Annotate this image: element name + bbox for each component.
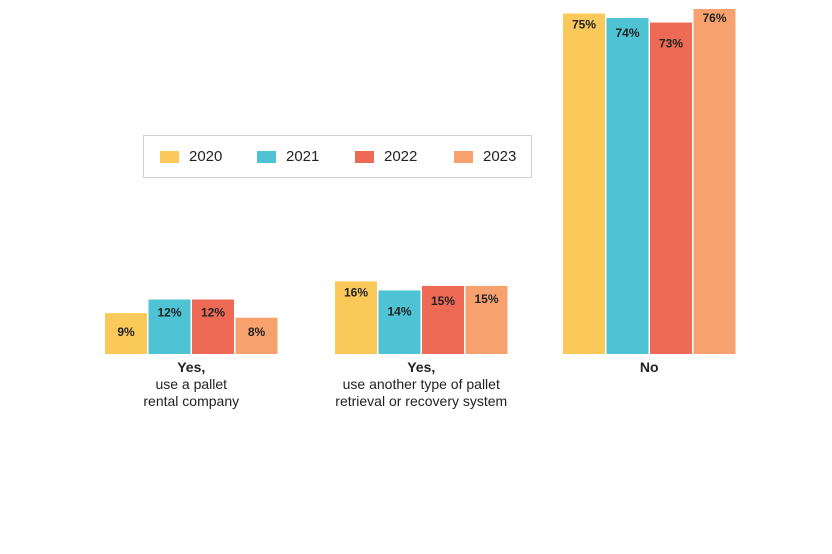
category-label-0-line0: Yes, xyxy=(177,359,205,375)
category-label-2-line0: No xyxy=(640,359,659,375)
legend-label-2022: 2022 xyxy=(384,148,418,165)
category-label-0-line1: use a pallet xyxy=(155,376,227,392)
bar-2021-cat1 xyxy=(378,290,421,354)
bar-2021-cat0 xyxy=(148,299,191,354)
value-label-2023-cat1: 15% xyxy=(474,292,498,306)
bar-2023-cat1 xyxy=(465,285,508,354)
legend-item-2022: 2022 xyxy=(355,136,417,177)
value-label-2023-cat2: 76% xyxy=(702,11,726,25)
bar-2020-cat2 xyxy=(563,13,605,354)
bar-2020-cat0 xyxy=(105,313,147,354)
legend-label-2023: 2023 xyxy=(483,148,517,165)
value-label-2021-cat1: 14% xyxy=(387,304,411,318)
value-label-2022-cat0: 12% xyxy=(201,306,225,320)
legend-item-2023: 2023 xyxy=(454,136,516,177)
bar-2022-cat1 xyxy=(422,285,464,354)
category-label-1-line2: retrieval or recovery system xyxy=(335,393,507,409)
legend-item-2020: 2020 xyxy=(160,136,222,177)
value-label-2020-cat0: 9% xyxy=(117,325,135,339)
bar-2023-cat2 xyxy=(693,8,736,355)
legend-item-2021: 2021 xyxy=(257,136,319,177)
legend-swatch-2023 xyxy=(454,150,473,163)
legend-label-2020: 2020 xyxy=(189,148,223,165)
bar-2023-cat0 xyxy=(235,317,278,354)
category-label-0-line2: rental company xyxy=(143,393,239,409)
category-label-1-line0: Yes, xyxy=(407,359,435,375)
value-label-2021-cat0: 12% xyxy=(157,306,181,320)
legend-label-2021: 2021 xyxy=(286,148,320,165)
value-label-2020-cat1: 16% xyxy=(344,285,368,299)
legend: 2020 2021 2022 2023 xyxy=(143,135,532,178)
legend-swatch-2021 xyxy=(257,150,276,163)
bar-2022-cat0 xyxy=(192,299,234,354)
legend-swatch-2020 xyxy=(160,150,179,163)
bar-2022-cat2 xyxy=(650,22,692,355)
bar-2020-cat1 xyxy=(335,281,377,354)
value-label-2022-cat2: 73% xyxy=(659,37,683,51)
value-label-2020-cat2: 75% xyxy=(572,18,596,32)
value-label-2021-cat2: 74% xyxy=(615,26,639,40)
bar-2021-cat2 xyxy=(606,18,649,354)
legend-swatch-2022 xyxy=(355,150,374,163)
value-label-2022-cat1: 15% xyxy=(431,294,455,308)
value-label-2023-cat0: 8% xyxy=(248,325,266,339)
category-label-1-line1: use another type of pallet xyxy=(343,376,500,392)
